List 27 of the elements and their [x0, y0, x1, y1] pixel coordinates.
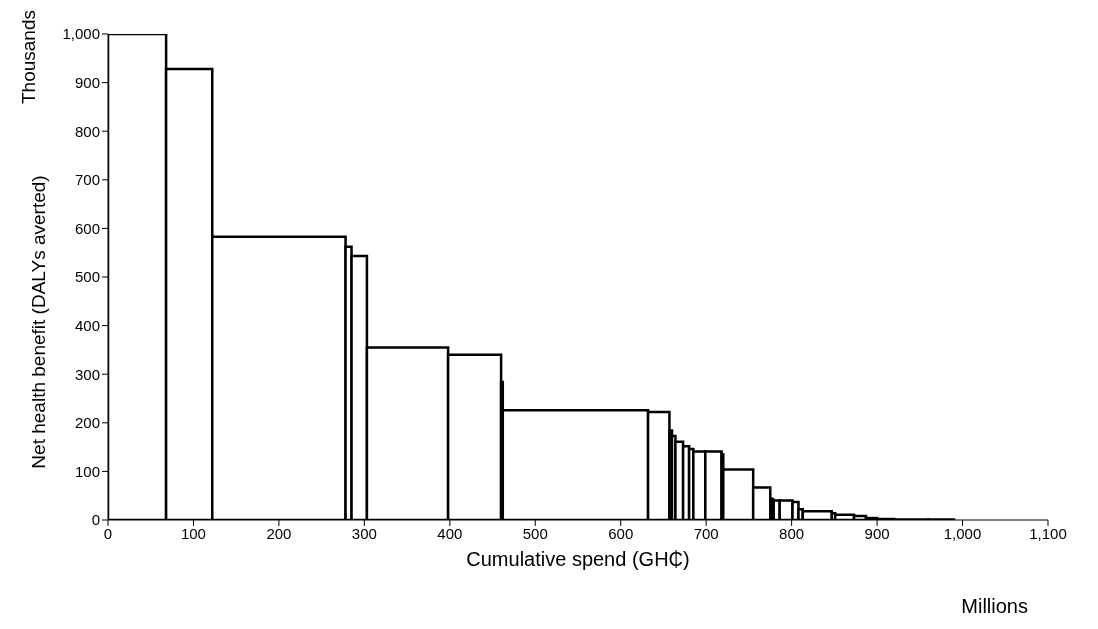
- x-tick-label: 300: [351, 524, 377, 542]
- y-axis-title: Net health benefit (DALYs averted): [27, 175, 49, 469]
- x-tick-label: 1,000: [943, 524, 982, 542]
- text: Thousands: [18, 10, 40, 105]
- x-tick-label: 400: [437, 524, 463, 542]
- y-tick-label: 700: [74, 171, 100, 189]
- y-tick-label: 600: [74, 219, 100, 237]
- y-tick-label: 500: [74, 268, 100, 286]
- x-tick-label: 200: [266, 524, 292, 542]
- y-tick-label: 900: [74, 73, 100, 91]
- text: Millions: [961, 595, 1028, 618]
- x-tick-label: 900: [864, 524, 890, 542]
- y-tick-label: 400: [74, 316, 100, 334]
- x-tick-label: 1,100: [1029, 524, 1067, 542]
- x-tick-label: 500: [522, 524, 548, 542]
- x-tick-label: 100: [180, 524, 206, 542]
- x-tick-label: 0: [103, 524, 113, 542]
- y-tick-label: 300: [74, 365, 100, 383]
- y-tick-label: 800: [74, 122, 100, 140]
- x-axis-title: Cumulative spend (GH₵): [466, 548, 690, 570]
- x-tick-label: 800: [779, 524, 805, 542]
- x-tick-label: 600: [608, 524, 634, 542]
- x-tick-label: 700: [693, 524, 719, 542]
- y-tick-label: 200: [74, 414, 100, 432]
- y-tick-label: 100: [74, 462, 100, 480]
- y-tick-label: 0: [91, 511, 100, 529]
- y-tick-label: 1,000: [62, 25, 100, 43]
